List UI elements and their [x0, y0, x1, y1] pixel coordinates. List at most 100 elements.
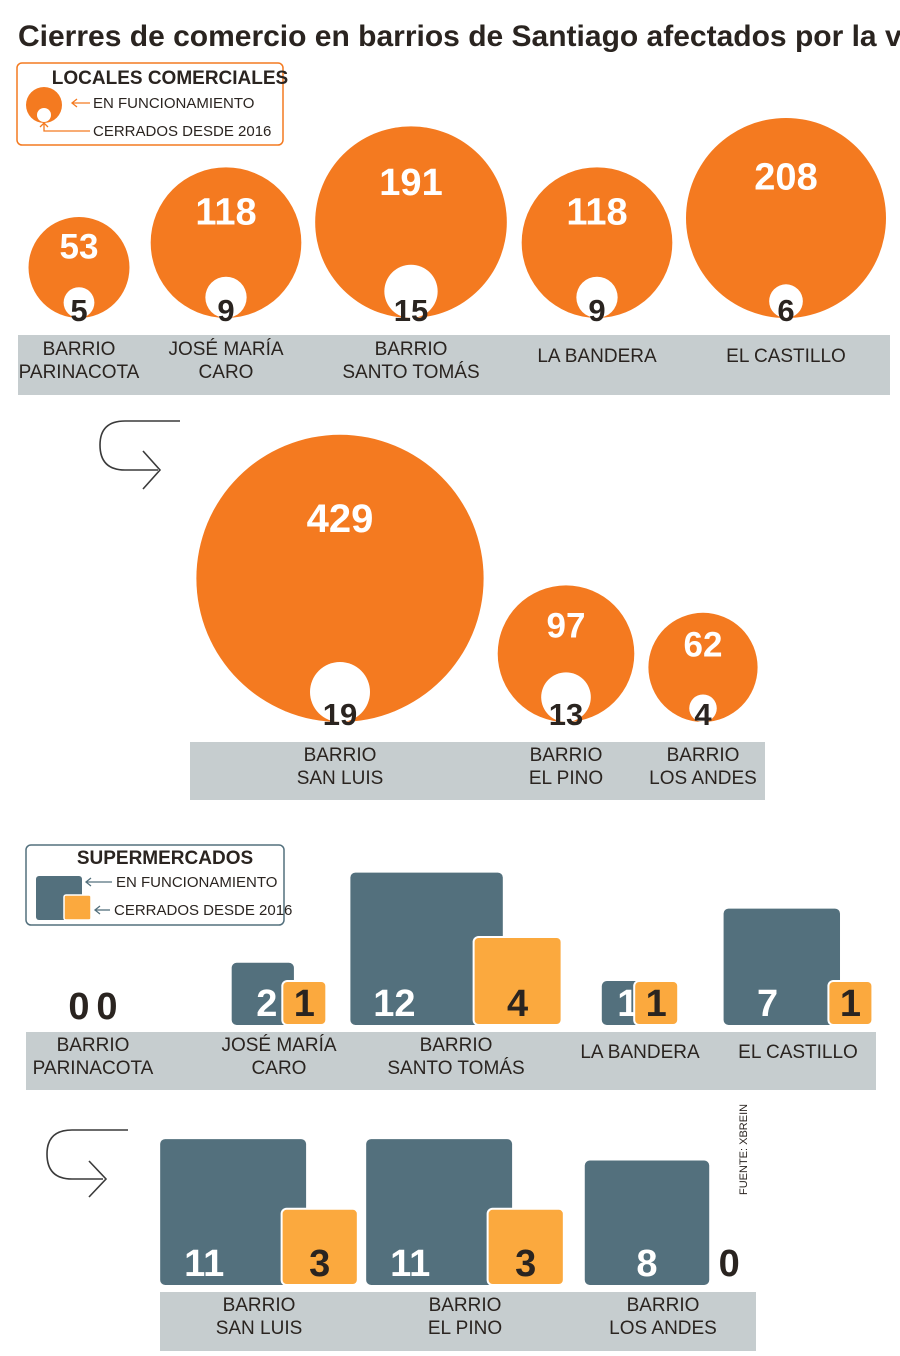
bubble-open	[196, 434, 484, 722]
legend-open-circle	[26, 87, 62, 123]
locales-legend-box	[16, 62, 284, 146]
bar-closed-value: 1	[840, 983, 861, 1025]
bar-closed-value: 0	[719, 1243, 740, 1285]
locales-legend: LOCALES COMERCIALES EN FUNCIONAMIENTO CE…	[16, 62, 288, 146]
bar-closed-value: 3	[515, 1243, 536, 1285]
legend-arrow-open-icon	[84, 877, 112, 887]
super-neighborhood-label: CARO	[252, 1058, 307, 1079]
legend-arrow-closed-icon	[39, 122, 90, 132]
super-neighborhood-label: BARRIO	[429, 1295, 502, 1316]
bubble-open	[521, 167, 673, 318]
bubble-closed	[689, 694, 717, 722]
bubble-closed	[769, 284, 803, 318]
continue-arrow-icon	[46, 1129, 128, 1198]
locales-neighborhood-label: LA BANDERA	[537, 346, 657, 367]
super-neighborhood-label: PARINACOTA	[33, 1058, 154, 1079]
bar-closed	[633, 980, 680, 1026]
bar-open	[584, 1160, 710, 1285]
legend-arrow-closed-icon	[93, 905, 110, 915]
locales-neighborhood-label: PARINACOTA	[19, 362, 140, 383]
bubble-closed	[205, 276, 247, 318]
bar-closed	[827, 980, 874, 1026]
bar-closed-value: 4	[507, 983, 528, 1025]
locales-neighborhood-label: SANTO TOMÁS	[342, 362, 479, 383]
bar-open	[366, 1139, 513, 1285]
bubble-closed-value: 15	[394, 293, 428, 328]
locales-neighborhood-label: EL CASTILLO	[726, 346, 846, 367]
bubble-open-value: 208	[754, 156, 817, 198]
bar-closed	[486, 1207, 565, 1287]
bar-open	[350, 872, 503, 1025]
bubble-closed	[384, 264, 438, 318]
source-note: FUENTE: XBREIN	[738, 1104, 750, 1195]
locales-legend-closed-label: CERRADOS DESDE 2016	[93, 123, 271, 140]
bar-open-value: 11	[184, 1243, 224, 1285]
bubble-closed	[310, 662, 370, 722]
locales-neighborhood-label: BARRIO	[304, 745, 377, 766]
bubble-closed-value: 19	[323, 697, 357, 732]
super-legend-open-label: EN FUNCIONAMIENTO	[116, 874, 277, 891]
bubble-closed-value: 6	[777, 293, 794, 328]
locales-legend-title: LOCALES COMERCIALES	[52, 68, 288, 89]
locales-neighborhood-label: BARRIO	[43, 339, 116, 360]
bar-closed-value: 1	[294, 983, 315, 1025]
locales-legend-open-label: EN FUNCIONAMIENTO	[93, 95, 254, 112]
bar-open-value: 11	[390, 1243, 430, 1285]
super-neighborhood-label: EL PINO	[428, 1318, 502, 1339]
bubble-open-value: 191	[379, 162, 442, 204]
bubble-open	[648, 612, 758, 722]
locales-band-row1	[18, 335, 890, 395]
bubble-closed-value: 9	[217, 293, 234, 328]
bar-open-value: 1	[617, 983, 638, 1025]
bubble-open	[315, 126, 507, 319]
bar-closed-value: 1	[646, 983, 667, 1025]
super-neighborhood-label: LA BANDERA	[580, 1042, 700, 1063]
super-neighborhood-label: SANTO TOMÁS	[387, 1058, 524, 1079]
super-neighborhood-label: EL CASTILLO	[738, 1042, 858, 1063]
super-neighborhood-label: BARRIO	[57, 1035, 130, 1056]
bubble-closed	[63, 287, 95, 318]
bar-open-value: 0	[68, 986, 89, 1028]
legend-closed-square	[63, 894, 92, 921]
locales-neighborhood-label: JOSÉ MARÍA	[168, 339, 283, 360]
bubble-closed	[576, 276, 618, 318]
bubble-open	[150, 167, 302, 318]
bubble-open	[497, 585, 635, 722]
bar-closed-value: 0	[96, 986, 117, 1028]
super-legend-title: SUPERMERCADOS	[77, 848, 253, 869]
bubble-open-value: 118	[195, 191, 256, 233]
super-neighborhood-label: LOS ANDES	[609, 1318, 717, 1339]
locales-neighborhood-label: CARO	[199, 362, 254, 383]
super-neighborhood-label: SAN LUIS	[216, 1318, 303, 1339]
bar-closed	[281, 980, 328, 1026]
locales-neighborhood-label: BARRIO	[530, 745, 603, 766]
locales-neighborhood-label: BARRIO	[667, 745, 740, 766]
super-neighborhood-label: BARRIO	[627, 1295, 700, 1316]
locales-neighborhood-label: EL PINO	[529, 768, 603, 789]
bubble-open	[686, 118, 886, 318]
continue-arrow-icon	[99, 420, 180, 490]
super-band-row1	[26, 1032, 876, 1090]
locales-band-row2	[190, 742, 765, 800]
bubble-closed	[541, 672, 591, 722]
locales-neighborhood-label: LOS ANDES	[649, 768, 757, 789]
bar-open-value: 7	[757, 983, 778, 1025]
bubble-closed-value: 9	[588, 293, 605, 328]
bubble-open-value: 118	[566, 191, 627, 233]
bar-open-value: 8	[636, 1243, 657, 1285]
bubble-open-value: 62	[684, 626, 723, 665]
super-legend: SUPERMERCADOS EN FUNCIONAMIENTO CERRADOS…	[25, 844, 292, 926]
locales-neighborhood-label: SAN LUIS	[297, 768, 384, 789]
bar-closed-value: 3	[309, 1243, 330, 1285]
super-neighborhood-label: BARRIO	[223, 1295, 296, 1316]
bar-open-value: 2	[256, 983, 277, 1025]
super-legend-closed-label: CERRADOS DESDE 2016	[114, 902, 292, 919]
bar-closed	[280, 1207, 359, 1287]
bubble-closed-value: 5	[70, 293, 87, 328]
super-neighborhood-label: JOSÉ MARÍA	[221, 1035, 336, 1056]
legend-closed-circle	[37, 108, 51, 122]
bubble-open-value: 429	[307, 497, 374, 541]
